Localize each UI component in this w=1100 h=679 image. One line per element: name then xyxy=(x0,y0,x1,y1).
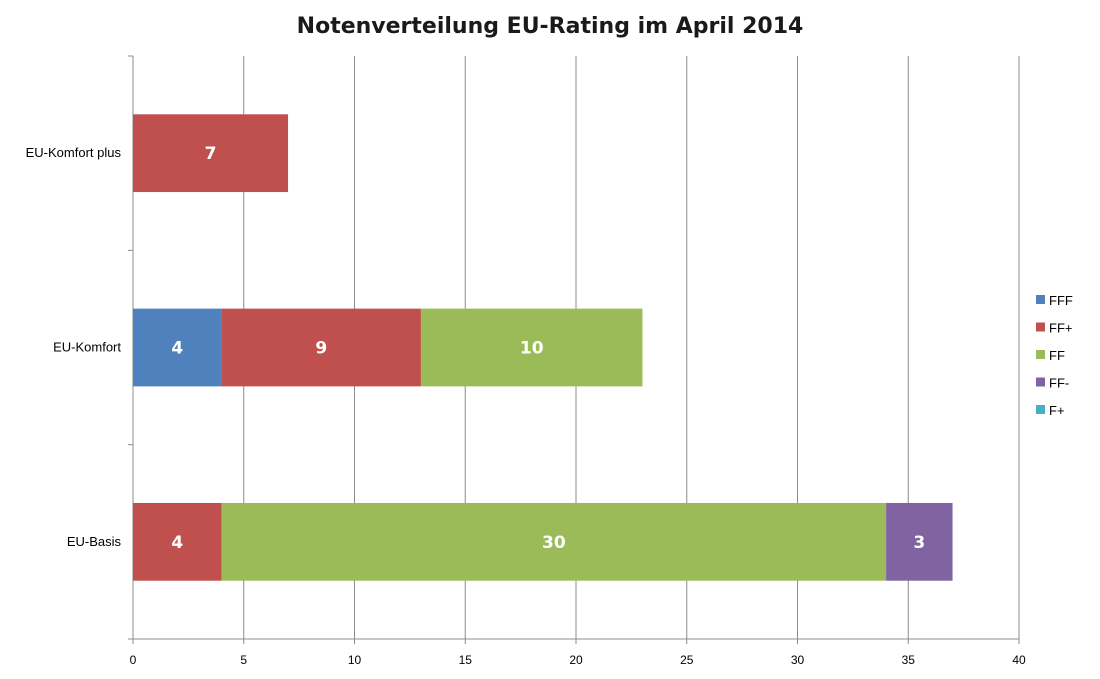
x-tick-label: 40 xyxy=(1012,653,1026,667)
x-tick-label: 0 xyxy=(130,653,137,667)
chart-title: Notenverteilung EU-Rating im April 2014 xyxy=(296,14,804,39)
x-tick-label: 35 xyxy=(902,653,916,667)
data-label: 3 xyxy=(913,533,925,553)
bar-segment xyxy=(133,308,222,387)
legend-label: FF- xyxy=(1049,376,1069,391)
bars: 7 4 9 10 4 30 3 xyxy=(133,114,953,581)
category-label: EU-Komfort xyxy=(53,340,121,355)
data-label: 9 xyxy=(315,339,327,359)
category-label: EU-Komfort plus xyxy=(26,145,122,160)
legend-swatch xyxy=(1036,377,1045,387)
data-label: 30 xyxy=(542,533,566,553)
legend-label: FF+ xyxy=(1049,321,1072,336)
legend: FFF FF+ FF FF- F+ xyxy=(1036,293,1073,418)
x-tick-label: 30 xyxy=(791,653,805,667)
legend-swatch xyxy=(1036,405,1045,414)
x-tick-label: 15 xyxy=(459,653,473,667)
data-label: 7 xyxy=(205,144,217,164)
bar-segment xyxy=(221,502,887,581)
legend-swatch xyxy=(1036,322,1045,332)
x-tick-label: 5 xyxy=(240,653,247,667)
x-tick-label: 25 xyxy=(680,653,694,667)
legend-swatch xyxy=(1036,295,1045,304)
bar-segment xyxy=(886,502,953,581)
bar-segment xyxy=(420,308,643,387)
bar-segment xyxy=(133,114,289,193)
data-label: 4 xyxy=(171,339,183,359)
axes: 0 5 10 15 20 25 30 35 40 EU-Komfort plus EU-Komfor… xyxy=(26,55,1026,667)
bar-segment xyxy=(133,502,222,581)
legend-label: F+ xyxy=(1049,403,1065,418)
bar-segment xyxy=(221,308,421,387)
legend-label: FFF xyxy=(1049,293,1073,308)
legend-label: FF xyxy=(1049,348,1065,363)
data-label: 10 xyxy=(520,339,544,359)
x-tick-label: 10 xyxy=(348,653,362,667)
category-label: EU-Basis xyxy=(67,534,122,549)
x-tick-label: 20 xyxy=(569,653,583,667)
legend-swatch xyxy=(1036,350,1045,359)
data-label: 4 xyxy=(171,533,183,553)
